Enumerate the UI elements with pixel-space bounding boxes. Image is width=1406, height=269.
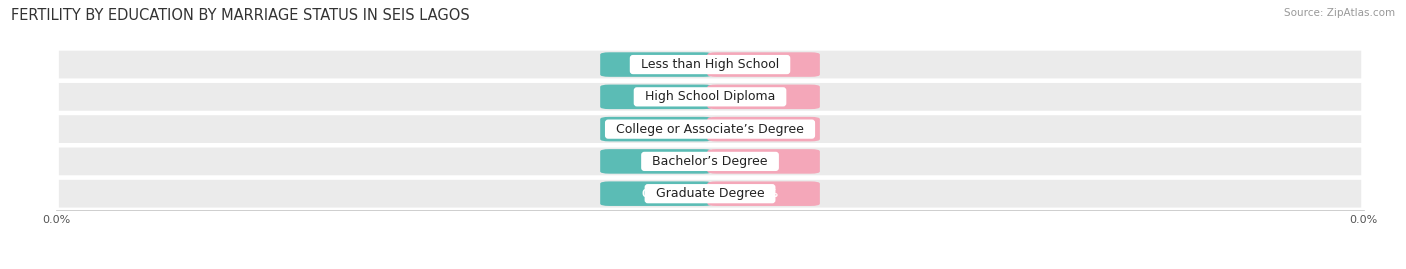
FancyBboxPatch shape xyxy=(59,147,1361,175)
Text: 0.0%: 0.0% xyxy=(643,189,671,199)
FancyBboxPatch shape xyxy=(600,181,713,206)
FancyBboxPatch shape xyxy=(600,117,713,141)
Text: 0.0%: 0.0% xyxy=(643,156,671,167)
FancyBboxPatch shape xyxy=(707,149,820,174)
Text: College or Associate’s Degree: College or Associate’s Degree xyxy=(607,123,813,136)
FancyBboxPatch shape xyxy=(600,52,713,77)
Legend: Married, Unmarried: Married, Unmarried xyxy=(620,264,800,269)
FancyBboxPatch shape xyxy=(59,83,1361,111)
Text: 0.0%: 0.0% xyxy=(643,59,671,70)
FancyBboxPatch shape xyxy=(600,149,713,174)
Text: Bachelor’s Degree: Bachelor’s Degree xyxy=(644,155,776,168)
FancyBboxPatch shape xyxy=(59,51,1361,79)
FancyBboxPatch shape xyxy=(707,117,820,141)
Text: 0.0%: 0.0% xyxy=(749,59,778,70)
Text: FERTILITY BY EDUCATION BY MARRIAGE STATUS IN SEIS LAGOS: FERTILITY BY EDUCATION BY MARRIAGE STATU… xyxy=(11,8,470,23)
Text: Graduate Degree: Graduate Degree xyxy=(648,187,772,200)
FancyBboxPatch shape xyxy=(59,115,1361,143)
FancyBboxPatch shape xyxy=(707,181,820,206)
Text: 0.0%: 0.0% xyxy=(643,92,671,102)
Text: Less than High School: Less than High School xyxy=(633,58,787,71)
Text: 0.0%: 0.0% xyxy=(749,92,778,102)
Text: 0.0%: 0.0% xyxy=(749,189,778,199)
FancyBboxPatch shape xyxy=(707,52,820,77)
Text: Source: ZipAtlas.com: Source: ZipAtlas.com xyxy=(1284,8,1395,18)
Text: High School Diploma: High School Diploma xyxy=(637,90,783,103)
FancyBboxPatch shape xyxy=(707,84,820,109)
FancyBboxPatch shape xyxy=(59,180,1361,208)
Text: 0.0%: 0.0% xyxy=(749,124,778,134)
Text: 0.0%: 0.0% xyxy=(749,156,778,167)
Text: 0.0%: 0.0% xyxy=(643,124,671,134)
FancyBboxPatch shape xyxy=(600,84,713,109)
